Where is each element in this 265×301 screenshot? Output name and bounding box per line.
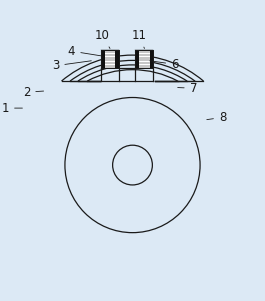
Bar (135, 50, 139, 68)
Text: 11: 11 (132, 29, 147, 48)
Text: 3: 3 (52, 59, 91, 72)
Text: 2: 2 (23, 86, 44, 99)
Bar (101, 50, 119, 68)
Bar (135, 50, 153, 68)
Text: 7: 7 (178, 82, 197, 95)
Bar (115, 50, 119, 68)
Text: 10: 10 (95, 29, 110, 48)
Text: 6: 6 (150, 58, 179, 71)
Text: 8: 8 (207, 111, 226, 124)
Text: 1: 1 (2, 102, 23, 115)
Bar (135, 50, 153, 68)
Text: 4: 4 (68, 45, 102, 57)
Bar (101, 50, 105, 68)
Bar (101, 50, 119, 68)
Bar (150, 50, 153, 68)
